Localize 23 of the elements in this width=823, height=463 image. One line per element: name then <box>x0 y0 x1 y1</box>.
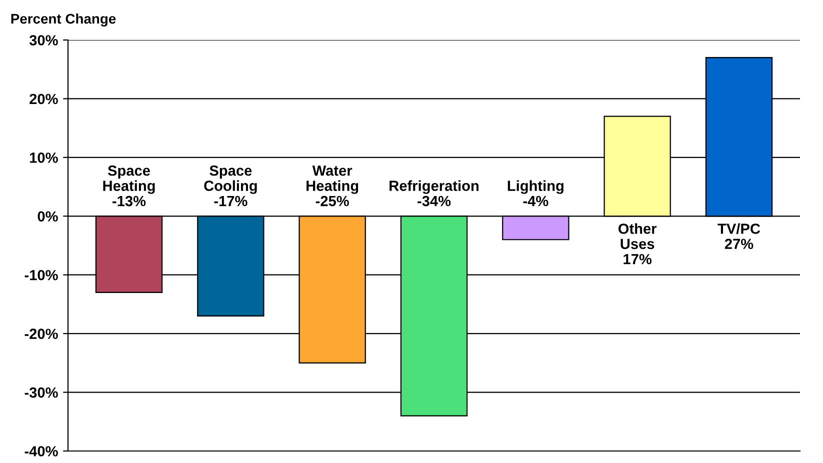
data-label: 17% <box>624 254 652 264</box>
y-tick-label: -40% <box>24 446 58 456</box>
data-label: -25% <box>316 196 349 206</box>
y-tick-label: -20% <box>24 328 58 339</box>
data-label: 27% <box>724 238 754 250</box>
data-label: -34% <box>418 196 451 206</box>
y-tick-label: 0% <box>38 211 58 222</box>
y-tick-label: 20% <box>30 94 58 104</box>
y-axis-title: Percent Change <box>11 13 116 27</box>
y-tick-label: 30% <box>29 35 58 46</box>
y-tick-label: -30% <box>24 387 58 398</box>
x-tick-label: Space Cooling <box>204 165 257 194</box>
data-label: -17% <box>214 196 248 206</box>
y-tick-label: -10% <box>24 270 58 280</box>
data-label: -13% <box>112 196 146 206</box>
x-tick-label: Water Heating <box>306 166 358 194</box>
x-tick-label: Space Heating <box>103 165 155 194</box>
y-tick-label: 10% <box>30 152 58 163</box>
x-tick-label: Refrigeration <box>390 180 478 194</box>
data-label: -4% <box>523 196 548 206</box>
x-tick-label: TV/PC <box>718 223 760 234</box>
x-tick-label: Lighting <box>508 180 564 194</box>
x-tick-label: Other Uses <box>618 223 657 250</box>
